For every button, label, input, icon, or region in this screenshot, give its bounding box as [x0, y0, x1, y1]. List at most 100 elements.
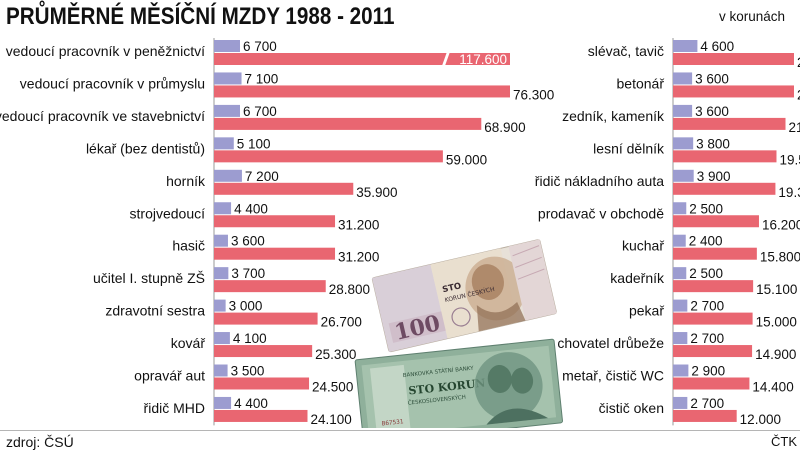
- value-label-1988: 2 700: [690, 331, 724, 346]
- value-label-2011: 22.800: [797, 55, 800, 70]
- value-label-2011: 26.700: [321, 315, 362, 330]
- bar-1988: [214, 234, 228, 247]
- value-label-2011: 21.200: [789, 120, 800, 135]
- bar-1988: [673, 396, 688, 409]
- bar-1988: [673, 332, 688, 345]
- value-label-2011: 24.500: [312, 380, 353, 395]
- value-label-1988: 3 600: [231, 234, 265, 249]
- category-label: lesní dělník: [593, 140, 665, 156]
- value-label-1988: 2 700: [690, 299, 724, 314]
- value-label-2011: 25.300: [315, 347, 356, 362]
- bar-1988: [673, 104, 693, 117]
- value-label-2011: 24.100: [310, 412, 351, 427]
- value-label-1988: 3 500: [231, 364, 265, 379]
- chart-title: PRŮMĚRNÉ MĚSÍČNÍ MZDY 1988 - 2011: [6, 3, 395, 30]
- left-chart: vedoucí pracovník v peněžnictví 6 700 117.…: [0, 38, 554, 427]
- category-label: vedoucí pracovník v průmyslu: [20, 75, 205, 91]
- bar-2011: [214, 345, 313, 358]
- bar-1988: [214, 104, 240, 117]
- right-row: kadeřník 2 500 15.100: [610, 266, 797, 297]
- category-label: vedoucí pracovník ve stavebnictví: [0, 108, 205, 124]
- bar-2011: [673, 312, 753, 325]
- bar-1988: [214, 202, 232, 215]
- svg-text:STO: STO: [441, 281, 462, 295]
- svg-text:B67531: B67531: [381, 418, 404, 427]
- value-label-1988: 2 900: [691, 364, 725, 379]
- right-row: řidič nákladního auta 3 900 19.300: [535, 169, 800, 200]
- right-chart: slévač, tavič 4 600 22.800 betonář 3 600 22.8…: [535, 38, 800, 427]
- bar-1988: [673, 364, 689, 377]
- value-label-1988: 4 100: [233, 331, 267, 346]
- bar-2011: [214, 117, 482, 130]
- value-label-2011: 28.800: [329, 282, 370, 297]
- left-row: zdravotní sestra 3 000 26.700: [105, 299, 361, 330]
- bar-1988: [673, 137, 694, 150]
- old-sto-korun-banknote-icon: BANKOVKA STÁTNÍ BANKY STO KORUN ČESKOSLO…: [354, 338, 563, 428]
- value-label-2011: 15.800: [760, 250, 800, 265]
- value-label-1988: 2 700: [690, 396, 724, 411]
- value-label-1988: 2 400: [689, 234, 723, 249]
- value-label-2011: 117.600: [459, 52, 507, 67]
- bar-2011: [673, 215, 759, 228]
- bar-2011: [214, 409, 308, 422]
- category-label: chovatel drůbeže: [557, 335, 664, 351]
- bar-2011: [673, 85, 794, 98]
- value-label-1988: 3 700: [231, 266, 265, 281]
- bar-2011: [214, 215, 336, 228]
- category-label: kovář: [171, 335, 206, 351]
- bar-1988: [214, 137, 234, 150]
- right-row: lesní dělník 3 800 19.500: [593, 136, 800, 167]
- bar-1988: [214, 267, 229, 280]
- value-label-2011: 15.100: [756, 282, 797, 297]
- category-label: pekař: [629, 303, 664, 319]
- bar-2011: [673, 247, 757, 260]
- bar-1988: [673, 72, 693, 85]
- value-label-2011: 15.000: [756, 315, 797, 330]
- left-row: horník 7 200 35.900: [166, 169, 397, 200]
- category-label: metař, čistič WC: [562, 368, 664, 384]
- category-label: řidič nákladního auta: [535, 173, 664, 189]
- value-label-1988: 4 600: [700, 39, 734, 54]
- bar-1988: [673, 40, 698, 52]
- left-row: kovář 4 100 25.300: [171, 331, 357, 362]
- left-row: učitel I. stupně ZŠ 3 700 28.800: [93, 266, 370, 297]
- left-row: vedoucí pracovník v průmyslu 7 100 76.300: [20, 71, 555, 102]
- right-row: pekař 2 700 15.000: [629, 299, 797, 330]
- category-label: kadeřník: [610, 270, 665, 286]
- right-row: prodavač v obchodě 2 500 16.200: [538, 201, 800, 232]
- category-label: kuchař: [622, 238, 664, 254]
- category-label: řidič MHD: [144, 400, 205, 416]
- value-label-1988: 2 500: [689, 201, 723, 216]
- right-row: zedník, kameník 3 600 21.200: [562, 104, 800, 135]
- bar-2011: [214, 377, 310, 390]
- value-label-2011: 59.000: [446, 152, 487, 167]
- bar-2011: [673, 182, 776, 195]
- bar-1988: [214, 72, 242, 85]
- value-label-1988: 3 600: [695, 71, 729, 86]
- bar-2011: [673, 117, 786, 130]
- bar-1988: [673, 299, 688, 312]
- right-row: kuchař 2 400 15.800: [622, 234, 800, 265]
- value-label-1988: 7 100: [245, 71, 279, 86]
- bar-2011: [673, 280, 754, 293]
- value-label-1988: 3 800: [696, 136, 730, 151]
- right-row: čistič oken 2 700 12.000: [599, 396, 781, 427]
- category-label: čistič oken: [599, 400, 664, 416]
- right-row: betonář 3 600 22.800: [617, 71, 800, 102]
- value-label-2011: 31.200: [338, 250, 379, 265]
- footer-divider: [0, 430, 800, 431]
- bar-1988: [214, 169, 242, 182]
- value-label-2011: 35.900: [356, 185, 397, 200]
- agency-credit: ČTK: [771, 434, 797, 449]
- left-row: řidič MHD 4 400 24.100: [144, 396, 352, 427]
- bar-1988: [673, 169, 694, 182]
- category-label: zedník, kameník: [562, 108, 665, 124]
- bar-2011: [673, 409, 737, 422]
- bar-1988: [214, 396, 232, 409]
- value-label-1988: 5 100: [237, 136, 271, 151]
- left-row: vedoucí pracovník v peněžnictví 6 700 117.…: [6, 39, 510, 67]
- value-label-2011: 76.300: [513, 87, 554, 102]
- value-label-1988: 2 500: [689, 266, 723, 281]
- value-label-1988: 6 700: [243, 39, 277, 54]
